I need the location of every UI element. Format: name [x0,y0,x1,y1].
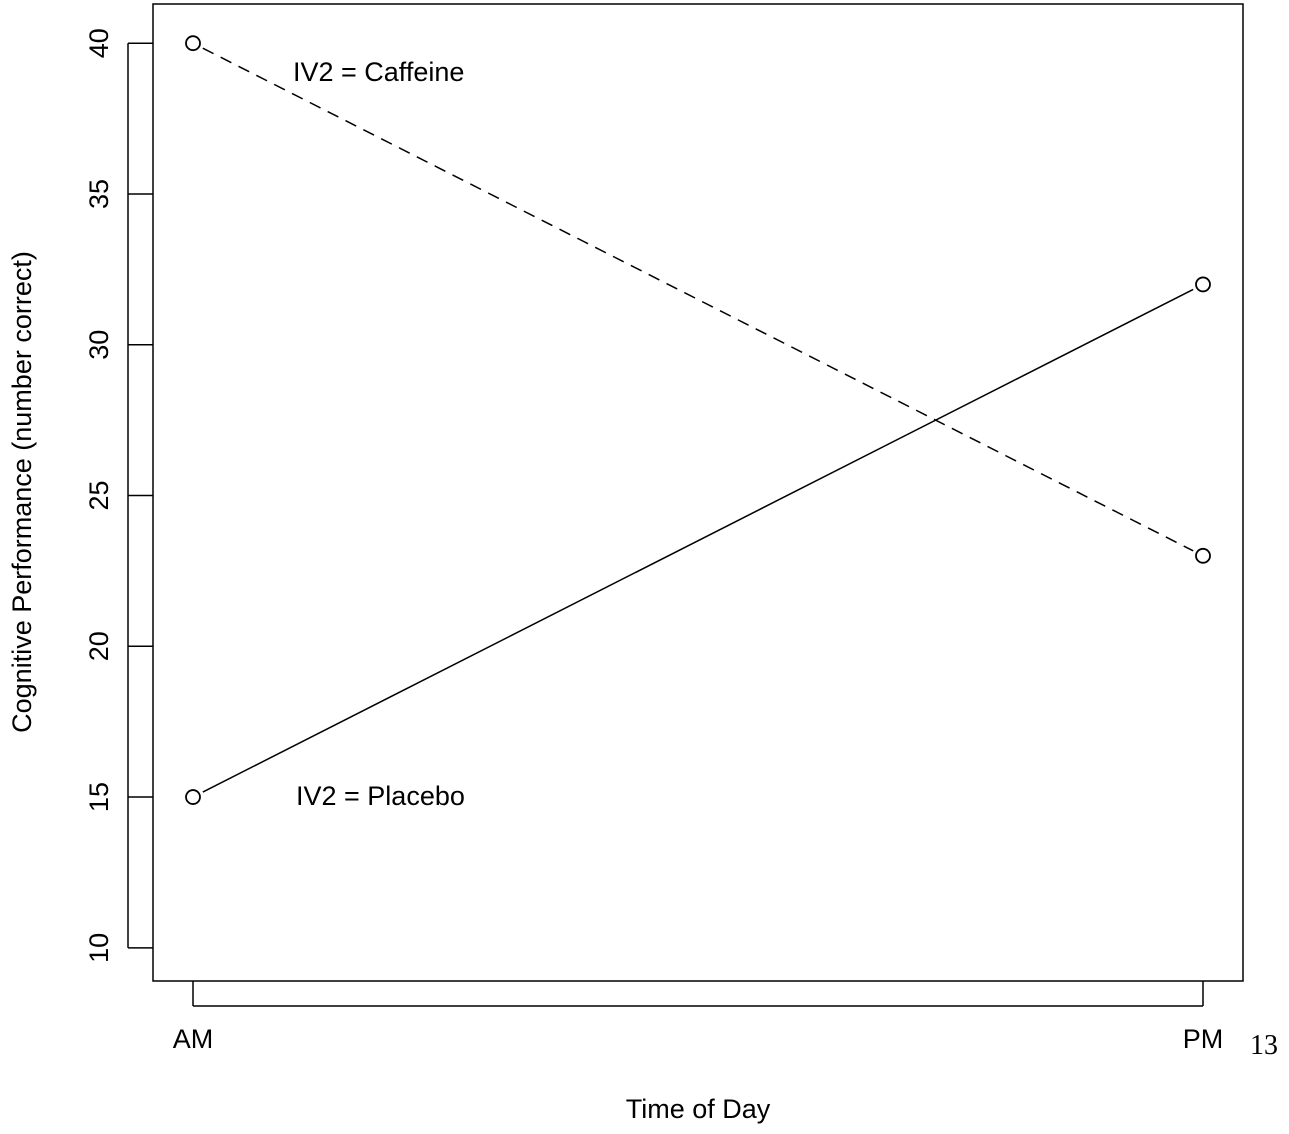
caffeine-label: IV2 = Caffeine [293,57,464,87]
series-point-2 [1195,276,1211,293]
y-tick-label: 20 [84,631,114,661]
series-layer [185,35,1211,805]
y-tick-label: 10 [84,933,114,963]
series-point-2 [185,789,201,805]
plot-frame [152,3,1244,982]
page-number: 13 [1250,1030,1278,1061]
y-tick-label: 35 [84,179,114,209]
y-tick-label: 25 [84,480,114,510]
series-line-1 [202,47,1194,552]
series-line-2 [202,288,1194,793]
x-axis-title: Time of Day [626,1094,771,1124]
y-axis-title: Cognitive Performance (number correct) [7,251,37,733]
x-axis: AM PM [173,981,1224,1054]
y-tick-label: 40 [84,28,114,58]
x-tick-label: PM [1183,1024,1224,1054]
x-tick-label: AM [173,1024,214,1054]
series-point-1 [185,35,201,52]
placebo-label: IV2 = Placebo [296,781,465,811]
series-point-1 [1195,547,1211,564]
y-tick-label: 15 [84,782,114,812]
y-tick-label: 30 [84,330,114,360]
y-axis: 10 15 20 25 30 35 40 [84,28,153,963]
